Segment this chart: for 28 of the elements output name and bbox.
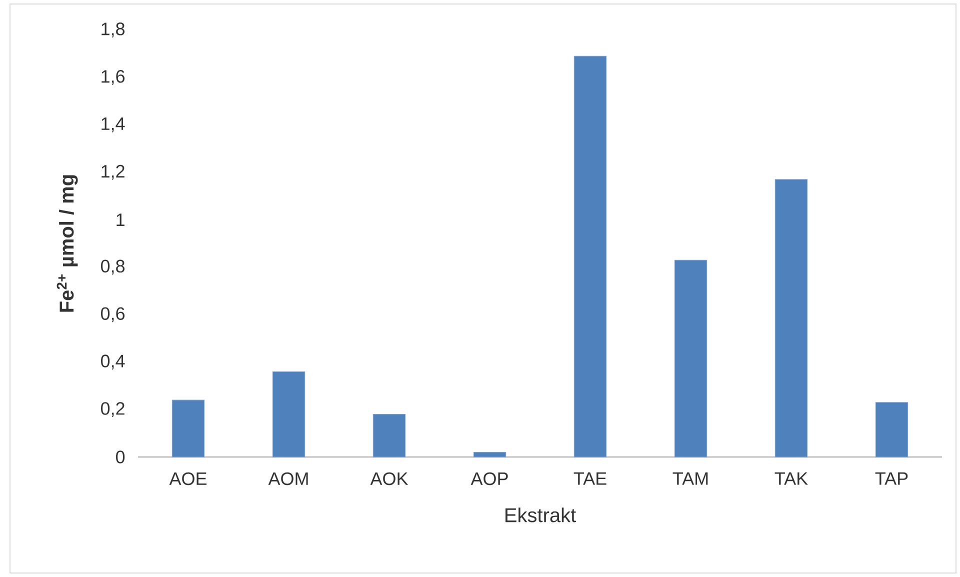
- y-tick-label: 0,6: [100, 307, 125, 322]
- bar: [674, 260, 708, 458]
- y-tick-label: 0: [116, 450, 125, 464]
- x-tick-label: TAE: [574, 472, 606, 485]
- x-tick-label: TAK: [774, 472, 808, 485]
- x-tick-label: AOE: [169, 472, 206, 486]
- x-tick-label: AOP: [470, 472, 508, 486]
- y-tick-label: 0,8: [100, 260, 125, 275]
- bar: [372, 414, 406, 458]
- x-tick-label: TAP: [875, 472, 908, 485]
- y-tick-label: 1,2: [102, 164, 124, 180]
- y-tick-label: 0,4: [100, 354, 125, 370]
- bar: [875, 402, 908, 458]
- y-tick-label: 1,8: [102, 22, 125, 38]
- y-tick-label: 1,4: [102, 118, 125, 132]
- y-axis-title: Fe$^{2+}$ µmol / mg: [56, 175, 78, 312]
- x-tick-label: AOK: [370, 472, 408, 486]
- bar: [574, 56, 607, 458]
- y-tick-label: 1,6: [102, 70, 125, 85]
- x-axis-title: Ekstrakt: [506, 508, 576, 522]
- bar: [172, 400, 205, 458]
- bar: [272, 371, 306, 458]
- y-tick-label: 0,2: [100, 402, 124, 417]
- y-tick-label: 1: [116, 214, 124, 226]
- bar: [473, 452, 506, 458]
- x-tick-label: TAM: [672, 472, 708, 485]
- bar: [774, 179, 808, 458]
- x-tick-label: AOM: [268, 472, 308, 486]
